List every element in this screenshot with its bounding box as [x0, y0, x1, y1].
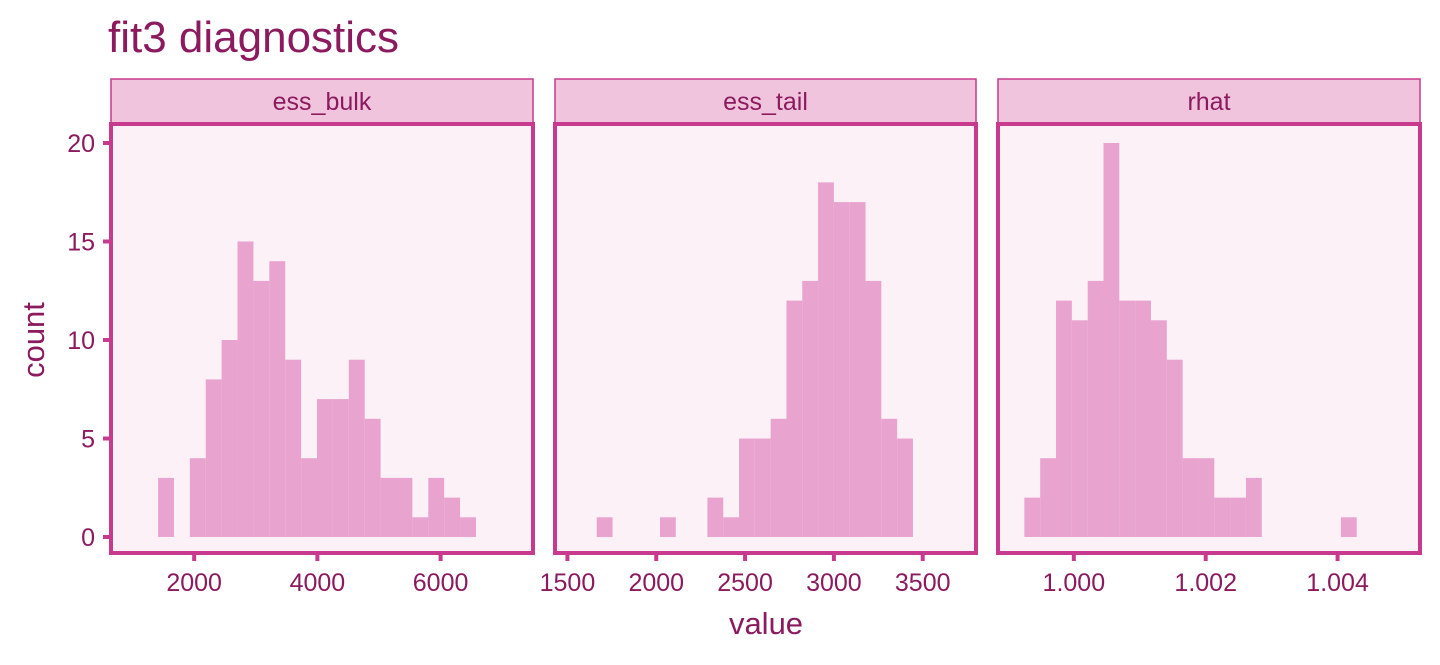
histogram-bar [1245, 477, 1262, 537]
facet-strip [997, 78, 1421, 125]
histogram-bar [253, 280, 270, 537]
facet-panel-rhat: rhat 1.000 1.002 1.004 [996, 78, 1422, 597]
histogram-bar [317, 399, 333, 537]
histogram-bar [1182, 458, 1199, 537]
y-tick-label: 10 [67, 327, 95, 355]
y-tick-label: 20 [67, 130, 95, 158]
histogram-bar [396, 477, 413, 537]
histogram-bar [818, 182, 834, 537]
histogram-bar [1150, 320, 1167, 537]
x-tick-label: 1500 [540, 569, 596, 597]
histogram-bar [380, 477, 397, 537]
histogram-bar [596, 517, 613, 537]
histogram-bar [348, 359, 365, 537]
histogram-bar [723, 517, 740, 537]
x-tick-label: 2500 [717, 569, 773, 597]
histogram-bar [1166, 359, 1183, 537]
y-tick-label: 5 [81, 426, 95, 454]
y-axis: 0 5 10 15 20 [67, 130, 111, 552]
x-tick-label: 3000 [806, 569, 862, 597]
histogram-bar [412, 517, 429, 537]
histogram-bar [1135, 300, 1151, 537]
histogram-bar [739, 438, 755, 537]
histogram-bar [707, 497, 724, 537]
histogram-bar [221, 340, 238, 537]
histogram-bar [1056, 300, 1072, 537]
histogram-bar [205, 379, 222, 537]
x-tick-label: 4000 [290, 569, 346, 597]
histogram-bar [332, 399, 349, 537]
histogram-bar [1040, 458, 1057, 537]
histogram-bar [833, 202, 850, 537]
histogram-bar [1214, 497, 1231, 537]
histogram-bar [285, 359, 302, 537]
histogram-bar [881, 418, 898, 537]
facet-strip-label: ess_tail [723, 88, 808, 116]
facet-strip-label: ess_bulk [273, 88, 372, 116]
facet-strip [110, 78, 534, 125]
histogram-bar [849, 202, 866, 537]
histogram-bar [1340, 517, 1357, 537]
x-tick-label: 1.000 [1043, 569, 1106, 597]
panel-border [996, 122, 1422, 555]
histogram-bar [865, 280, 882, 537]
histogram-bar [460, 517, 476, 537]
y-tick-label: 15 [67, 229, 95, 257]
y-axis-title: count [16, 302, 51, 378]
histogram-bar [1119, 300, 1136, 537]
panel-border [553, 122, 978, 555]
histogram-bar [897, 438, 913, 537]
y-tick-label: 0 [81, 524, 95, 552]
facet-panel-ess-tail: ess_tail 1500 2000 2500 3000 3500 [540, 78, 978, 597]
histogram-bar [1198, 458, 1215, 537]
histogram-bar [189, 458, 206, 537]
histogram-bar [301, 458, 318, 537]
histogram-bar [1103, 143, 1120, 537]
x-axis-title: value [729, 606, 803, 641]
chart-title: fit3 diagnostics [108, 13, 399, 62]
histogram-bar [1087, 280, 1104, 537]
histogram-bar [428, 477, 445, 537]
histogram-bar [754, 438, 771, 537]
histogram-bar [269, 261, 286, 537]
facet-strip-label: rhat [1187, 88, 1230, 116]
panel-border [109, 122, 535, 555]
facet-strip [554, 78, 977, 125]
histogram-bar [1071, 320, 1088, 537]
histogram-bar [237, 241, 254, 537]
x-tick-label: 1.004 [1306, 569, 1369, 597]
histogram-bar [770, 418, 787, 537]
x-tick-label: 6000 [413, 569, 469, 597]
x-tick-label: 2000 [166, 569, 222, 597]
histogram-bar [1230, 497, 1246, 537]
facet-panel-ess-bulk: ess_bulk 2000 4000 6000 [109, 78, 535, 597]
histogram-bar [1024, 497, 1041, 537]
histogram-bar [802, 280, 819, 537]
x-tick-label: 1.002 [1174, 569, 1237, 597]
histogram-bar [364, 418, 381, 537]
histogram-bar [786, 300, 803, 537]
x-tick-label: 3500 [895, 569, 951, 597]
x-tick-label: 2000 [628, 569, 684, 597]
histogram-bar [444, 497, 461, 537]
histogram-bar [659, 517, 676, 537]
histogram-bar [158, 477, 174, 537]
